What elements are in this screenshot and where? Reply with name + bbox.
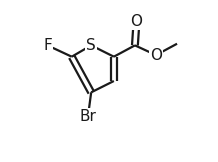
Text: O: O (150, 48, 162, 63)
Text: Br: Br (80, 109, 96, 124)
Text: S: S (86, 38, 96, 53)
Text: O: O (131, 14, 143, 29)
Text: F: F (43, 38, 52, 53)
